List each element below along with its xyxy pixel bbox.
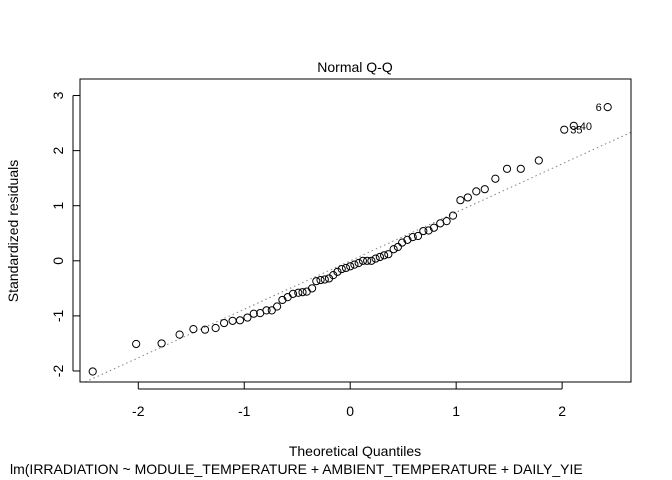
data-point — [294, 288, 303, 297]
data-point — [534, 156, 543, 165]
data-point — [307, 284, 317, 293]
data-point — [398, 238, 407, 247]
y-tick-label: 3 — [50, 91, 66, 99]
x-tick-label: 2 — [558, 403, 566, 419]
data-point — [358, 256, 368, 265]
y-tick-label: 0 — [50, 257, 66, 265]
data-point — [262, 306, 271, 315]
data-point — [491, 174, 500, 183]
x-tick-label: 1 — [452, 403, 460, 419]
data-point — [350, 260, 359, 269]
data-point — [442, 217, 451, 226]
data-point — [249, 309, 258, 318]
data-point — [424, 226, 433, 235]
data-point — [320, 275, 329, 284]
data-point — [380, 251, 389, 260]
data-point — [175, 330, 184, 339]
data-point — [569, 121, 578, 130]
data-point — [403, 235, 412, 244]
model-formula-subtitle: lm(IRRADIATION ~ MODULE_TEMPERATURE + AM… — [10, 461, 583, 477]
chart-title: Normal Q-Q — [317, 59, 393, 75]
data-point — [367, 256, 376, 265]
data-point — [413, 231, 423, 241]
data-point — [363, 256, 372, 265]
data-point — [419, 226, 428, 236]
point-label: 40 — [580, 121, 592, 133]
y-tick-label: 2 — [50, 147, 66, 155]
data-point — [272, 302, 282, 311]
data-point — [384, 250, 393, 259]
data-point — [448, 211, 458, 220]
plot-frame — [79, 78, 632, 383]
y-tick-label: -2 — [50, 365, 66, 378]
x-axis-label: Theoretical Quantiles — [289, 443, 421, 459]
data-point — [341, 263, 351, 273]
x-tick-label: 0 — [346, 403, 354, 419]
data-point — [346, 262, 355, 271]
data-point — [316, 275, 325, 285]
data-point — [463, 193, 472, 202]
data-point — [189, 325, 198, 334]
data-point — [371, 254, 380, 263]
data-point — [393, 242, 402, 252]
data-point — [302, 287, 311, 296]
data-point — [456, 196, 465, 205]
data-point — [337, 264, 346, 274]
data-point — [333, 267, 342, 276]
data-point — [157, 339, 166, 348]
data-point — [375, 252, 384, 262]
data-point — [603, 102, 612, 112]
data-point — [267, 306, 276, 315]
data-point — [220, 318, 229, 328]
y-axis-label: Standardized residuals — [5, 160, 21, 302]
data-point — [243, 313, 252, 322]
data-point — [429, 223, 439, 232]
data-point — [228, 316, 237, 325]
point-label: 6 — [596, 102, 602, 114]
data-point — [200, 325, 210, 334]
data-point — [88, 367, 97, 376]
data-point — [560, 125, 569, 134]
data-point — [408, 233, 417, 242]
data-point — [132, 339, 141, 349]
y-tick-label: -1 — [50, 309, 66, 322]
data-point — [211, 323, 220, 333]
y-tick-label: 1 — [50, 202, 66, 210]
point-label: 35 — [570, 125, 582, 137]
x-tick-label: -1 — [238, 403, 251, 419]
data-point — [354, 258, 363, 268]
data-point — [298, 288, 307, 297]
data-point — [516, 164, 525, 173]
data-point — [288, 289, 298, 298]
data-point — [278, 295, 287, 305]
data-point — [472, 187, 481, 196]
data-point — [389, 245, 398, 254]
x-tick-label: -2 — [132, 403, 145, 419]
data-point — [502, 164, 512, 173]
reference-line — [85, 131, 632, 383]
data-point — [235, 316, 245, 325]
data-point — [480, 185, 489, 194]
data-point — [312, 277, 321, 286]
